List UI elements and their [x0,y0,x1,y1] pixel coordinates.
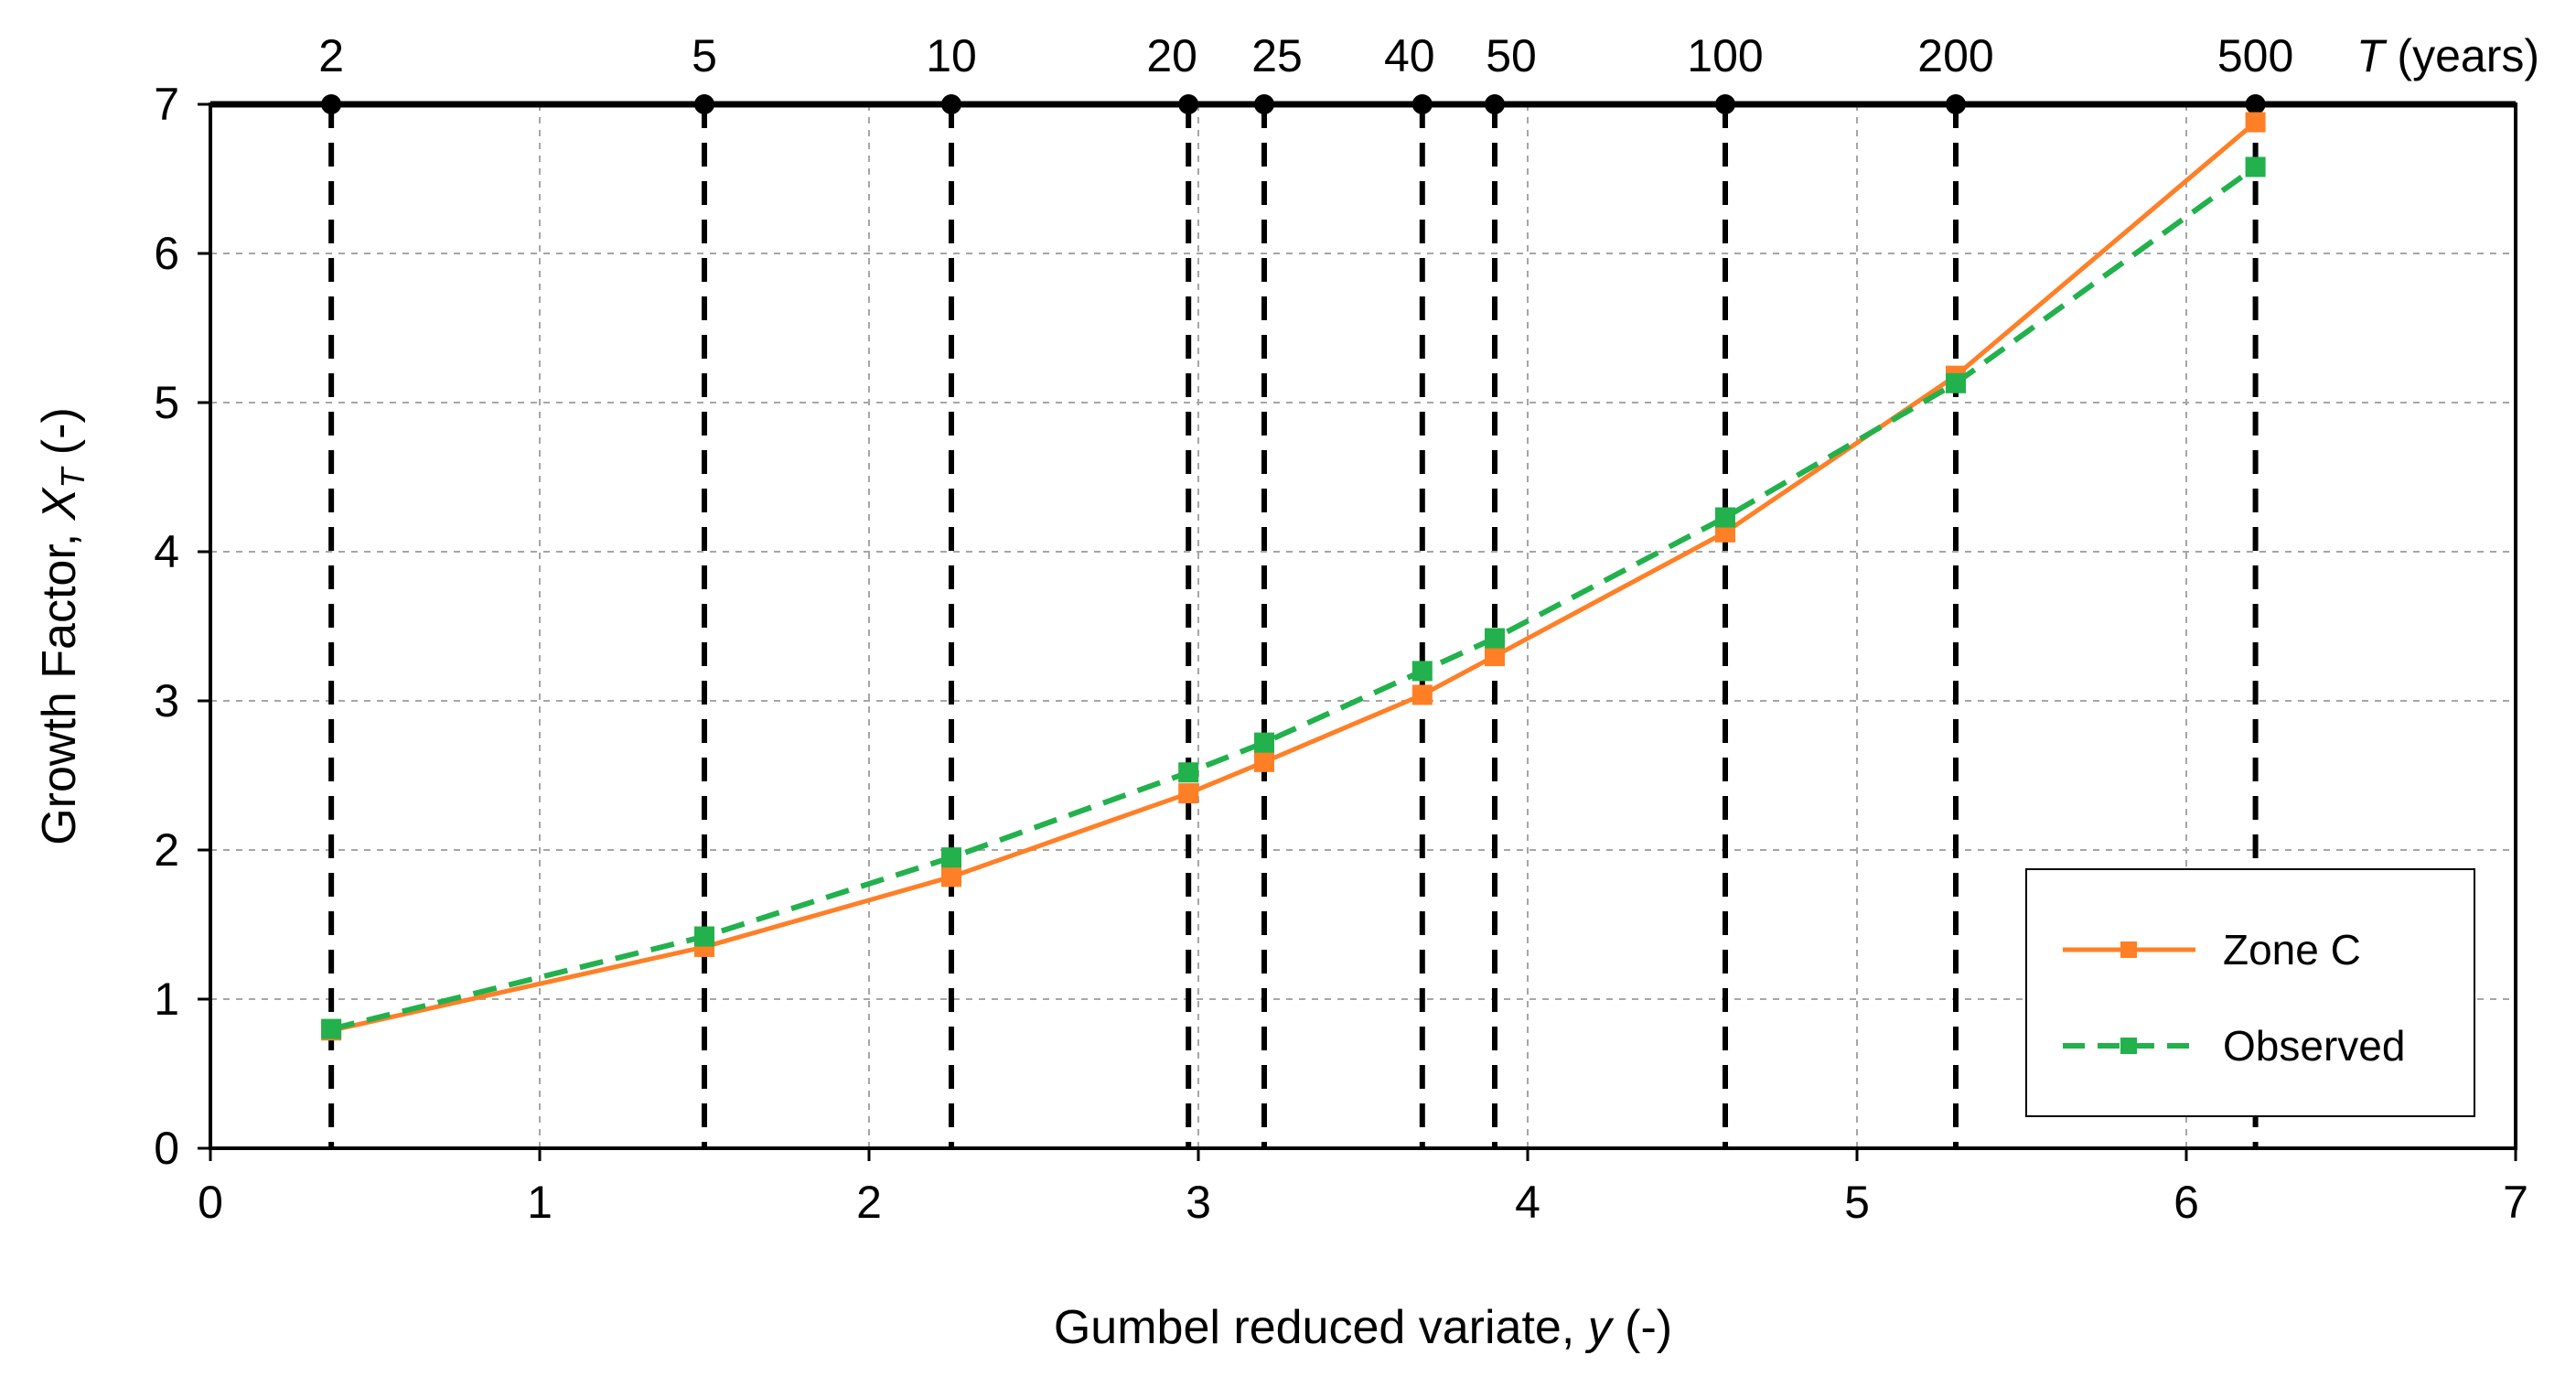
series-point-2 [694,926,714,947]
series-point-1 [1411,684,1433,705]
x-tick-label: 5 [1844,1177,1870,1228]
return-period-lines [321,94,2266,1148]
return-period-label: 20 [1146,30,1197,81]
y-tick-label: 5 [154,377,179,428]
series-point-2 [2245,156,2266,178]
return-period-label: 500 [2217,30,2293,81]
series-point-1 [1485,646,1505,667]
return-period-label: 10 [926,30,977,81]
x-tick-label: 7 [2503,1177,2528,1228]
series-line-1 [330,120,2258,1033]
return-period-label: 2 [318,30,344,81]
legend: Zone C Observed [2025,868,2475,1117]
legend-box [2025,868,2475,1117]
top-axis-title-var: T [2356,30,2388,81]
series-point-2 [1254,732,1274,753]
top-axis-title-unit: (years) [2385,30,2539,81]
series-point-2 [1178,762,1199,783]
y-tick-label: 2 [154,824,179,876]
series-point-2 [321,1018,342,1039]
y-axis-title-var: X [33,486,86,521]
return-period-label: 25 [1251,30,1303,81]
x-axis-title-unit: (-) [1612,1301,1672,1354]
y-axis-title: Growth Factor, XT (-) [33,407,91,845]
series-point-2 [941,847,961,868]
series-point-2 [1715,507,1735,528]
legend-label: Zone C [2223,926,2361,974]
y-axis-title-unit: (-) [33,407,86,468]
y-tick-label: 0 [154,1123,179,1174]
x-tick-label: 3 [1186,1177,1211,1228]
series-line-2 [330,165,2258,1032]
series-point-2 [1485,628,1505,649]
top-axis-title: T (years) [2356,30,2539,81]
x-tick-label: 1 [527,1177,553,1228]
return-period-label: 40 [1384,30,1435,81]
legend-swatch-marker [2120,941,2137,958]
series-point-2 [1411,661,1433,682]
x-axis-title: Gumbel reduced variate, y (-) [1054,1301,1672,1354]
series-point-1 [1254,751,1274,772]
y-tick-label: 3 [154,675,179,726]
y-axis-title-text: Growth Factor, [33,520,86,844]
y-tick-label: 6 [154,228,179,279]
top-axis-labels: 2 5 10 20 25 40 50 100 200 500 [318,30,2293,81]
legend-label: Observed [2223,1022,2405,1070]
legend-swatch-marker [2120,1038,2137,1054]
x-tick-label: 2 [856,1177,882,1228]
series [321,112,2266,1041]
return-period-label: 50 [1486,30,1537,81]
y-axis-ticks: 0 1 2 3 4 5 6 7 [154,79,210,1174]
legend-items: Zone C Observed [2063,926,2405,1070]
y-tick-label: 7 [154,79,179,130]
y-tick-label: 4 [154,526,179,577]
series-point-1 [1178,783,1199,804]
y-axis-title-sub: T [54,466,91,489]
x-axis-ticks: 0 1 2 3 4 5 6 7 [198,1148,2528,1228]
y-tick-label: 1 [154,974,179,1025]
series-point-1 [941,866,961,888]
series-point-2 [1946,372,1966,393]
x-tick-label: 4 [1515,1177,1540,1228]
return-period-label: 5 [692,30,717,81]
x-axis-title-text: Gumbel reduced variate, [1054,1301,1588,1354]
series-point-1 [2245,112,2266,133]
x-tick-label: 6 [2174,1177,2199,1228]
return-period-label: 100 [1687,30,1763,81]
x-axis-title-var: y [1585,1301,1615,1354]
x-tick-label: 0 [198,1177,223,1228]
return-period-label: 200 [1917,30,1993,81]
